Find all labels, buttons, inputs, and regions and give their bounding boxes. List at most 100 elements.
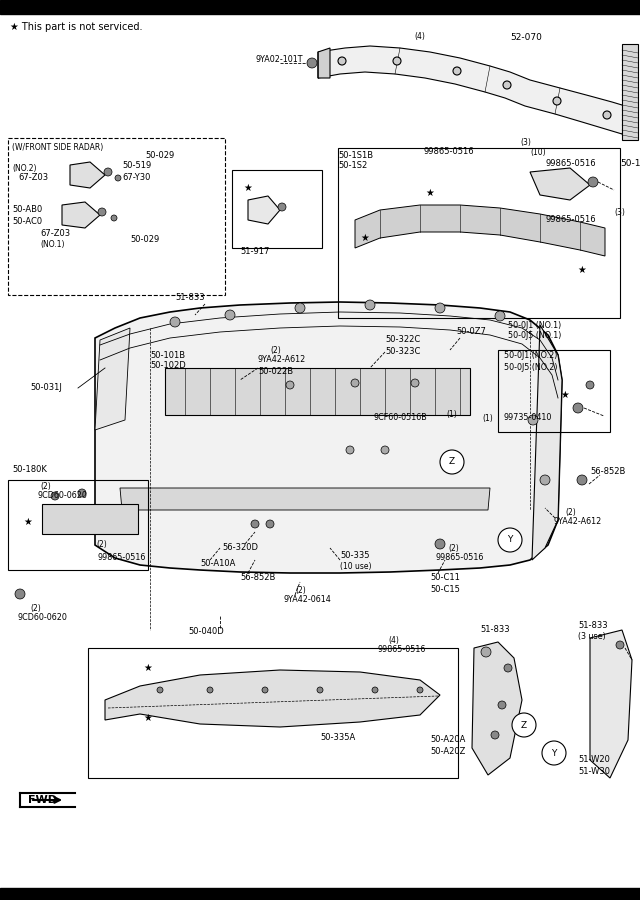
Text: (4): (4) xyxy=(388,635,399,644)
Text: 9YA42-A612: 9YA42-A612 xyxy=(258,356,307,364)
Polygon shape xyxy=(95,328,130,430)
Circle shape xyxy=(372,687,378,693)
Text: 56-852B: 56-852B xyxy=(240,573,275,582)
Text: ★: ★ xyxy=(360,233,369,243)
Bar xyxy=(8,138,225,295)
Text: ★ This part is not serviced.: ★ This part is not serviced. xyxy=(10,22,143,32)
Text: (1): (1) xyxy=(446,410,457,419)
Text: 50-0J5 (NO.1): 50-0J5 (NO.1) xyxy=(508,331,561,340)
Text: (2): (2) xyxy=(270,346,281,355)
Text: 9CD60-0620: 9CD60-0620 xyxy=(38,491,88,500)
Circle shape xyxy=(512,713,536,737)
Bar xyxy=(498,350,610,432)
Circle shape xyxy=(603,111,611,119)
Bar xyxy=(88,648,458,778)
Text: 51-833: 51-833 xyxy=(480,626,509,634)
Circle shape xyxy=(504,664,512,672)
Text: 50-029: 50-029 xyxy=(130,236,159,245)
Text: Z: Z xyxy=(521,721,527,730)
Text: Y: Y xyxy=(551,749,557,758)
Text: 51-W30: 51-W30 xyxy=(578,768,610,777)
Polygon shape xyxy=(530,168,590,200)
Bar xyxy=(8,480,148,570)
Text: ★: ★ xyxy=(561,390,570,400)
Text: 9YA42-0614: 9YA42-0614 xyxy=(283,596,331,605)
Circle shape xyxy=(573,403,583,413)
Polygon shape xyxy=(532,325,562,560)
Text: 67-Z03: 67-Z03 xyxy=(40,229,70,238)
Polygon shape xyxy=(105,670,440,727)
Circle shape xyxy=(498,528,522,552)
Circle shape xyxy=(338,57,346,65)
Text: 56-320D: 56-320D xyxy=(222,544,258,553)
Text: (10 use): (10 use) xyxy=(340,562,371,572)
Bar xyxy=(0,888,640,900)
Text: Y: Y xyxy=(508,536,513,544)
Text: 50-A20A: 50-A20A xyxy=(430,735,465,744)
Circle shape xyxy=(588,177,598,187)
Text: 50-029: 50-029 xyxy=(145,150,174,159)
Text: (NO.2): (NO.2) xyxy=(12,164,36,173)
Circle shape xyxy=(498,701,506,709)
Text: (2): (2) xyxy=(40,482,51,490)
Circle shape xyxy=(435,539,445,549)
Text: 50-022B: 50-022B xyxy=(258,367,293,376)
Circle shape xyxy=(491,731,499,739)
Text: 51-W20: 51-W20 xyxy=(578,755,610,764)
Circle shape xyxy=(104,168,112,176)
Circle shape xyxy=(553,97,561,105)
Text: (2): (2) xyxy=(448,544,459,553)
Circle shape xyxy=(266,520,274,528)
Text: 51-917: 51-917 xyxy=(240,248,269,256)
Text: 50-0Z7: 50-0Z7 xyxy=(456,328,486,337)
Circle shape xyxy=(262,687,268,693)
Text: 50-335A: 50-335A xyxy=(320,734,355,742)
Text: ★: ★ xyxy=(244,183,252,193)
Text: 50-180K: 50-180K xyxy=(12,465,47,474)
Text: (2): (2) xyxy=(295,586,306,595)
Polygon shape xyxy=(248,196,280,224)
Circle shape xyxy=(586,381,594,389)
Text: 52-070: 52-070 xyxy=(510,33,542,42)
Text: (W/FRONT SIDE RADAR): (W/FRONT SIDE RADAR) xyxy=(12,143,103,152)
Circle shape xyxy=(453,67,461,75)
Text: 99865-0516: 99865-0516 xyxy=(98,554,147,562)
Bar xyxy=(165,368,470,415)
Polygon shape xyxy=(318,48,330,78)
Circle shape xyxy=(481,647,491,657)
Text: 9CF60-0516B: 9CF60-0516B xyxy=(374,413,428,422)
Polygon shape xyxy=(318,46,632,134)
Text: (2): (2) xyxy=(30,604,41,613)
Text: ★: ★ xyxy=(24,517,33,527)
Circle shape xyxy=(393,57,401,65)
Text: 50-1S1B: 50-1S1B xyxy=(338,150,373,159)
Text: 67-Y30: 67-Y30 xyxy=(122,173,150,182)
Polygon shape xyxy=(120,488,490,510)
Circle shape xyxy=(170,317,180,327)
Text: (4): (4) xyxy=(414,32,425,40)
Bar xyxy=(622,44,638,140)
Bar xyxy=(338,148,620,318)
Text: Z: Z xyxy=(449,457,455,466)
Text: 50-AC0: 50-AC0 xyxy=(12,217,42,226)
Circle shape xyxy=(542,741,566,765)
Circle shape xyxy=(528,415,538,425)
Circle shape xyxy=(225,310,235,320)
Text: 50-322C: 50-322C xyxy=(385,336,420,345)
Circle shape xyxy=(365,300,375,310)
Circle shape xyxy=(503,81,511,89)
Circle shape xyxy=(111,215,117,221)
Text: ★: ★ xyxy=(578,265,586,275)
Text: 9CD60-0620: 9CD60-0620 xyxy=(18,614,68,623)
Text: 99865-0516: 99865-0516 xyxy=(377,645,426,654)
Text: 9YA02-101T: 9YA02-101T xyxy=(255,56,303,65)
Bar xyxy=(0,0,640,14)
Circle shape xyxy=(351,379,359,387)
Text: 9YA42-A612: 9YA42-A612 xyxy=(553,518,601,526)
Text: 99865-0516: 99865-0516 xyxy=(424,148,475,157)
Polygon shape xyxy=(62,202,100,228)
Text: 50-A10A: 50-A10A xyxy=(200,560,236,569)
Circle shape xyxy=(317,687,323,693)
Text: 67-Z03: 67-Z03 xyxy=(18,174,48,183)
Text: (NO.1): (NO.1) xyxy=(40,239,65,248)
